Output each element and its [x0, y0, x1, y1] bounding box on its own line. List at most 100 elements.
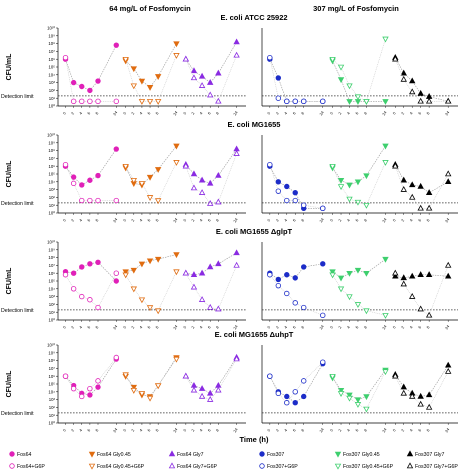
x-tick-label: 8	[95, 428, 99, 432]
panels-layer: E. coli ATCC 25922 CFU/mL Detection limit 1…	[1, 13, 458, 433]
data-point	[233, 249, 240, 256]
data-point	[70, 385, 77, 392]
column-title-64: 64 mg/L of Fosfomycin	[109, 4, 191, 13]
y-tick-label: 10⁹	[48, 140, 55, 145]
y-tick-label: 10⁴	[48, 179, 55, 184]
legend-marker	[88, 451, 96, 458]
data-point	[329, 163, 336, 170]
x-tick-label: 2	[275, 111, 279, 115]
data-point	[400, 69, 407, 76]
data-point	[400, 176, 407, 183]
data-point	[190, 170, 198, 177]
x-tick-label: 2	[191, 111, 195, 115]
data-point	[301, 304, 307, 311]
y-axis-title: CFU/mL	[6, 53, 13, 81]
data-point	[417, 182, 424, 189]
data-point	[363, 173, 370, 180]
series-line	[125, 43, 177, 88]
data-point	[87, 261, 93, 267]
legend-marker	[168, 450, 176, 457]
x-tick-label: 4	[79, 111, 83, 115]
data-point	[198, 385, 206, 391]
data-point	[87, 385, 93, 392]
x-tick-label: 2	[131, 428, 135, 432]
data-point	[292, 190, 298, 196]
series-line	[185, 265, 237, 310]
x-tick-label: 8	[95, 218, 99, 222]
x-tick-label: 0	[267, 325, 271, 329]
x-tick-label: 24	[113, 218, 119, 224]
series-line	[269, 361, 323, 404]
x-tick-label: 0	[392, 111, 396, 115]
y-tick-label: 10⁰	[48, 104, 55, 109]
data-point	[198, 176, 206, 183]
x-tick-label: 24	[173, 218, 179, 224]
data-point	[417, 271, 424, 278]
data-point	[198, 189, 206, 195]
data-point	[392, 269, 399, 276]
x-tick-label: 24	[233, 111, 239, 117]
data-point	[113, 197, 119, 204]
x-tick-label: 6	[292, 218, 296, 222]
data-point	[138, 181, 146, 187]
data-point	[275, 95, 282, 101]
data-point	[79, 98, 85, 105]
data-point	[346, 294, 353, 301]
x-tick-label: 4	[409, 428, 413, 432]
detection-limit-label: Detection limit	[1, 411, 34, 417]
x-tick-label: 0	[62, 428, 66, 432]
x-tick-label: 6	[355, 325, 359, 329]
data-point	[198, 269, 206, 276]
x-tick-label: 2	[71, 325, 75, 329]
data-point	[95, 98, 101, 105]
data-point	[425, 311, 433, 318]
y-tick-label: 10⁵	[48, 172, 55, 177]
x-tick-label: 8	[363, 428, 367, 432]
data-point	[122, 269, 129, 276]
x-tick-label: 4	[199, 325, 203, 329]
x-tick-label: 0	[392, 325, 396, 329]
data-point	[382, 36, 389, 43]
data-point	[337, 184, 345, 191]
x-tick-label: 8	[363, 325, 367, 329]
data-point	[206, 179, 214, 186]
data-point	[409, 193, 416, 200]
series-line	[395, 365, 449, 397]
data-point	[284, 197, 290, 204]
data-point	[444, 272, 452, 279]
x-tick-label: 8	[301, 111, 305, 115]
data-point	[190, 67, 198, 74]
data-point	[320, 261, 326, 267]
y-tick-label: 10⁹	[48, 350, 55, 355]
x-tick-label: 0	[183, 428, 187, 432]
data-point	[215, 305, 222, 312]
data-point	[130, 83, 138, 90]
data-point	[284, 98, 290, 105]
data-point	[190, 283, 198, 290]
data-point	[320, 205, 326, 212]
data-point	[444, 361, 452, 368]
y-tick-label: 10³	[49, 294, 56, 299]
data-point	[233, 150, 240, 156]
data-point	[409, 272, 416, 279]
x-tick-label: 2	[338, 428, 342, 432]
x-tick-label: 24	[319, 325, 325, 331]
legend-label: Fos307 Gly0.45	[343, 452, 380, 458]
data-point	[329, 269, 336, 276]
x-tick-label: 0	[329, 218, 333, 222]
x-tick-label: 4	[79, 325, 83, 329]
x-tick-label: 0	[183, 218, 187, 222]
data-point	[182, 162, 190, 169]
series-line	[125, 162, 177, 201]
data-point	[79, 197, 85, 204]
data-point	[190, 271, 198, 278]
x-tick-label: 2	[401, 325, 405, 329]
data-point	[182, 55, 190, 62]
data-point	[182, 269, 190, 276]
data-point	[301, 378, 307, 384]
x-tick-label: 2	[131, 111, 135, 115]
y-tick-label: 10¹⁰	[47, 343, 55, 348]
data-point	[382, 313, 389, 319]
x-tick-label: 4	[79, 428, 83, 432]
legend-marker	[259, 451, 265, 457]
